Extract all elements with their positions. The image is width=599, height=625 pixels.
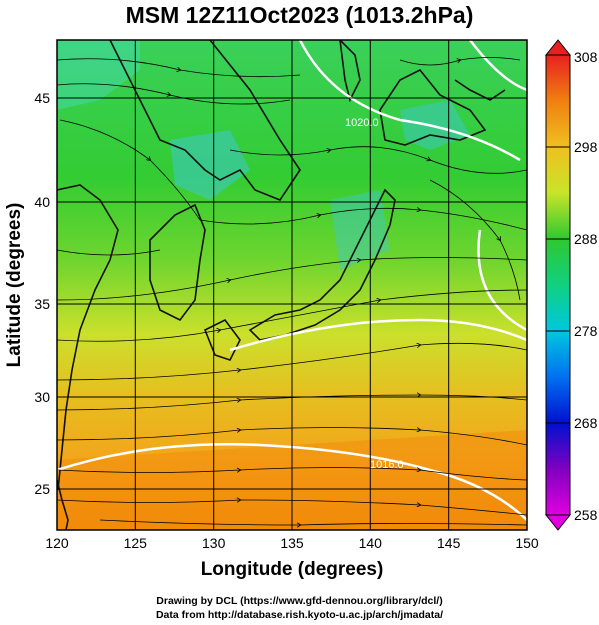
colorbar-bottom-arrow — [544, 514, 572, 531]
colorbar-tick-label: 268 — [574, 415, 598, 431]
colorbar-tick-label: 308 — [574, 49, 598, 65]
y-axis-label: Latitude (degrees) — [4, 203, 25, 368]
x-tick-label: 130 — [202, 535, 226, 551]
coastline — [57, 40, 506, 530]
credits-data-source: Data from http://database.rish.kyoto-u.a… — [155, 609, 444, 621]
cold-patch — [400, 100, 470, 150]
x-tick-label: 120 — [45, 535, 69, 551]
colorbar-top-arrow — [544, 39, 572, 56]
cold-patch — [170, 130, 250, 200]
grid-lines — [57, 40, 527, 530]
y-axis: 25 30 35 40 45 Latitude (degrees) — [4, 90, 50, 497]
x-tick-label: 125 — [124, 535, 148, 551]
isobar-label: 1020.0 — [345, 117, 379, 129]
map-title: MSM 12Z11Oct2023 (1013.2hPa) — [125, 2, 474, 28]
colorbar-tick-label: 278 — [574, 323, 598, 339]
x-tick-label: 145 — [437, 535, 461, 551]
plot-frame — [56, 39, 528, 531]
streamlines — [57, 57, 527, 526]
credits-drawing: Drawing by DCL (https://www.gfd-dennou.o… — [156, 595, 443, 607]
colorbar-tick-label: 298 — [574, 139, 598, 155]
y-tick-label: 45 — [34, 90, 50, 106]
colorbar-scale — [545, 54, 571, 516]
colorbar: 308 298 288 278 268 258 — [544, 39, 598, 531]
x-axis: 120 125 130 135 140 145 150 Longitude (d… — [45, 535, 539, 580]
x-tick-label: 140 — [359, 535, 383, 551]
x-tick-label: 135 — [280, 535, 304, 551]
y-tick-label: 25 — [34, 481, 50, 497]
x-axis-label: Longitude (degrees) — [201, 559, 384, 580]
colorbar-tick-label: 288 — [574, 231, 598, 247]
isobar-label: 1016.0 — [370, 459, 404, 471]
isobars — [57, 40, 527, 521]
x-tick-label: 150 — [515, 535, 539, 551]
y-tick-label: 30 — [34, 389, 50, 405]
colorbar-tick-label: 258 — [574, 507, 598, 523]
y-tick-label: 35 — [34, 296, 50, 312]
credits: Drawing by DCL (https://www.gfd-dennou.o… — [0, 594, 599, 622]
y-tick-label: 40 — [34, 194, 50, 210]
